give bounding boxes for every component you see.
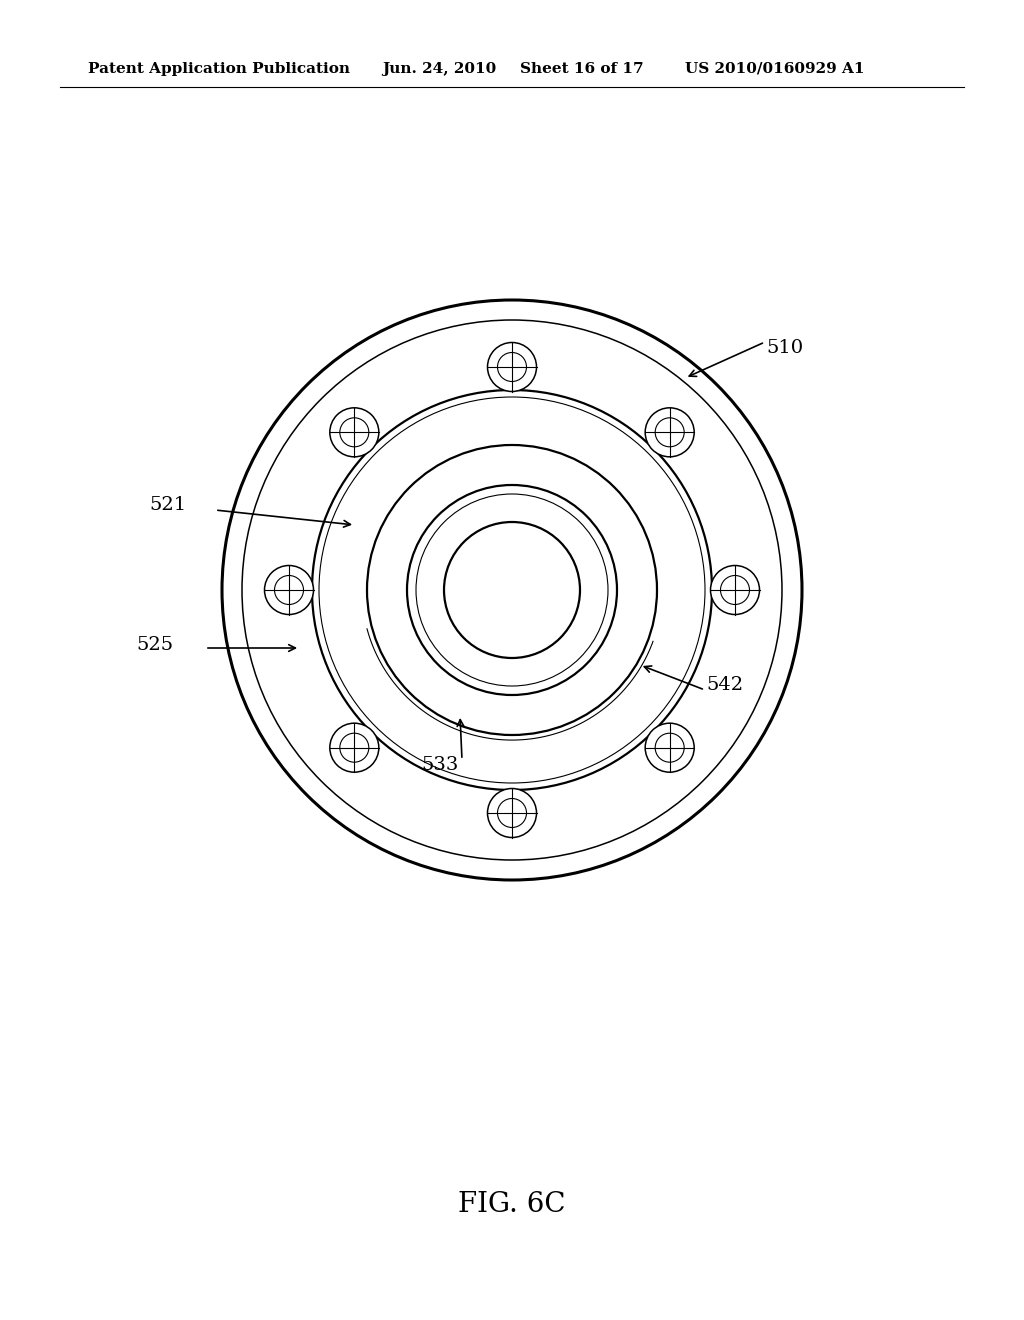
Text: Jun. 24, 2010: Jun. 24, 2010 xyxy=(382,62,497,77)
Text: Patent Application Publication: Patent Application Publication xyxy=(88,62,350,77)
Circle shape xyxy=(487,788,537,837)
Text: US 2010/0160929 A1: US 2010/0160929 A1 xyxy=(685,62,864,77)
Circle shape xyxy=(264,565,313,615)
Text: 525: 525 xyxy=(136,636,173,653)
Circle shape xyxy=(645,723,694,772)
Circle shape xyxy=(330,408,379,457)
Text: 510: 510 xyxy=(766,339,804,356)
Text: 533: 533 xyxy=(421,756,459,774)
Text: 542: 542 xyxy=(707,676,743,694)
Circle shape xyxy=(330,723,379,772)
Text: Sheet 16 of 17: Sheet 16 of 17 xyxy=(520,62,644,77)
Circle shape xyxy=(711,565,760,615)
Circle shape xyxy=(487,342,537,392)
Circle shape xyxy=(444,521,580,657)
Circle shape xyxy=(222,300,802,880)
Text: FIG. 6C: FIG. 6C xyxy=(459,1192,565,1218)
Circle shape xyxy=(645,408,694,457)
Text: 521: 521 xyxy=(150,496,186,513)
